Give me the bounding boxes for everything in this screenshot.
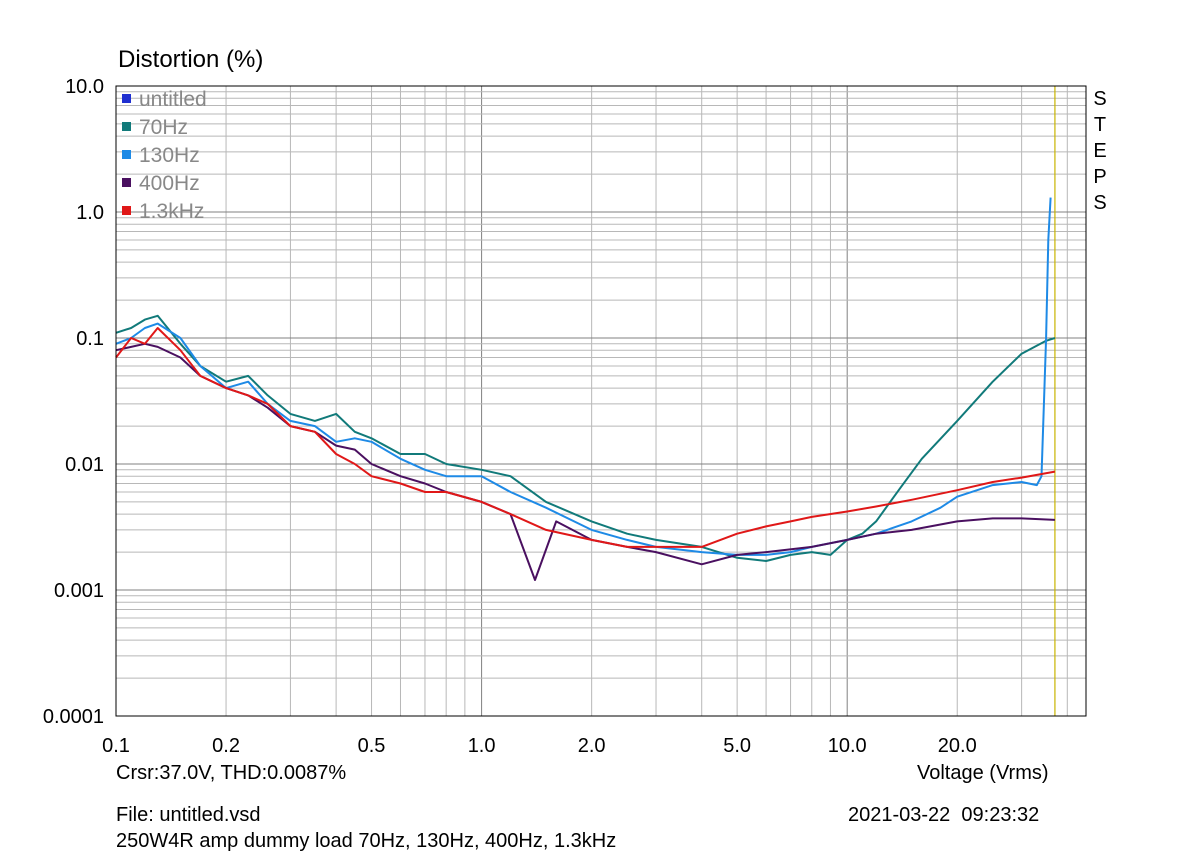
legend-label: 1.3kHz (139, 200, 204, 223)
steps-letter: T (1093, 114, 1107, 136)
x-tick-label: 0.2 (212, 735, 240, 757)
y-tick-label: 10.0 (65, 76, 104, 98)
y-tick-label: 1.0 (76, 202, 104, 224)
steps-letter: S (1093, 88, 1107, 110)
series-line-400hz (115, 342, 1055, 581)
series-line-70hz (115, 314, 1056, 562)
legend-label: 70Hz (139, 116, 188, 139)
x-tick-label: 0.5 (358, 735, 386, 757)
y-tick-label: 0.001 (54, 580, 104, 602)
legend-swatch (122, 122, 131, 131)
x-tick-label: 1.0 (468, 735, 496, 757)
legend[interactable]: untitled 70Hz 130Hz 400Hz 1.3kHz (122, 88, 207, 223)
legend-label: 130Hz (139, 144, 200, 167)
x-tick-label: 2.0 (578, 735, 606, 757)
legend-swatch (122, 150, 131, 159)
x-tick-label: 20.0 (938, 735, 977, 757)
grid (115, 86, 1086, 717)
y-tick-label: 0.1 (76, 328, 104, 350)
y-tick-label: 0.0001 (43, 706, 104, 728)
steps-letter: S (1093, 192, 1107, 214)
legend-swatch (122, 178, 131, 187)
tick-labels: 0.1 0.2 0.5 1.0 2.0 5.0 10.0 20.0 10.0 1.0 0.1 0.01… (43, 76, 977, 757)
legend-label: 400Hz (139, 172, 200, 195)
steps-letter: E (1093, 140, 1107, 162)
legend-item[interactable]: 130Hz (122, 144, 200, 167)
x-tick-label: 0.1 (102, 735, 130, 757)
cursor-readout: Crsr:37.0V, THD:0.0087% (116, 762, 347, 784)
series-layer (115, 197, 1056, 581)
x-axis-label: Voltage (Vrms) (917, 762, 1049, 784)
legend-item[interactable]: 1.3kHz (122, 200, 204, 223)
legend-item[interactable]: untitled (122, 88, 207, 111)
legend-item[interactable]: 70Hz (122, 116, 188, 139)
x-tick-label: 5.0 (723, 735, 751, 757)
steps-letter: P (1093, 166, 1107, 188)
legend-label: untitled (139, 88, 207, 111)
legend-swatch (122, 94, 131, 103)
y-tick-label: 0.01 (65, 454, 104, 476)
series-line-1-3khz (115, 327, 1056, 548)
x-tick-label: 10.0 (828, 735, 867, 757)
series-line-130hz (115, 197, 1052, 556)
chart-description: 250W4R amp dummy load 70Hz, 130Hz, 400Hz… (116, 830, 617, 852)
legend-item[interactable]: 400Hz (122, 172, 200, 195)
timestamp: 2021-03-22 09:23:32 (848, 804, 1040, 826)
legend-swatch (122, 206, 131, 215)
plot-frame (115, 85, 1087, 717)
steps-label: S T E P S (1090, 86, 1110, 216)
file-name: File: untitled.vsd (116, 804, 261, 826)
chart-title: Distortion (%) (118, 46, 264, 73)
